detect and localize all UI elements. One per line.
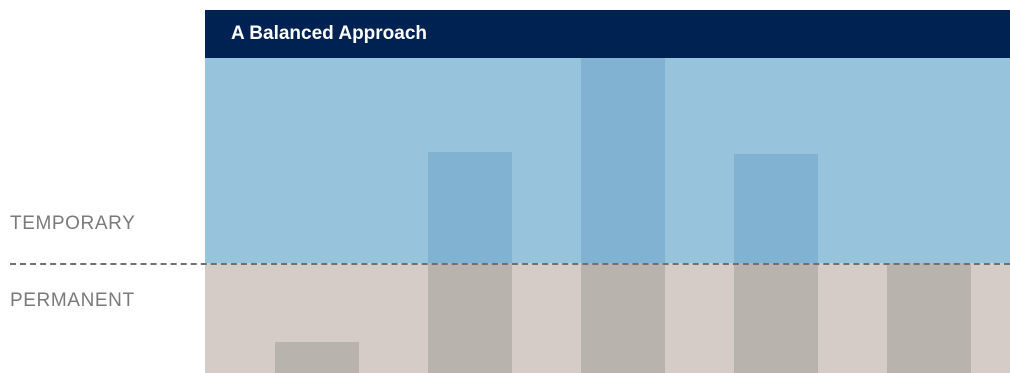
permanent-bar-2 — [428, 263, 512, 373]
permanent-bar-3 — [581, 263, 665, 373]
permanent-bar-5 — [887, 263, 971, 373]
temporary-permanent-divider — [10, 263, 1010, 265]
temporary-bar-3 — [581, 58, 665, 263]
temporary-bar-4 — [734, 154, 818, 263]
temporary-bar-2 — [428, 152, 512, 263]
diagram-title: A Balanced Approach — [231, 23, 428, 44]
permanent-bar-1 — [275, 342, 359, 373]
permanent-label: PERMANENT — [10, 290, 135, 311]
diagram-header: A Balanced Approach — [205, 10, 1010, 58]
permanent-bar-4 — [734, 263, 818, 373]
temporary-zone — [205, 58, 1010, 263]
temporary-label: TEMPORARY — [10, 213, 136, 234]
permanent-zone — [205, 263, 1010, 373]
